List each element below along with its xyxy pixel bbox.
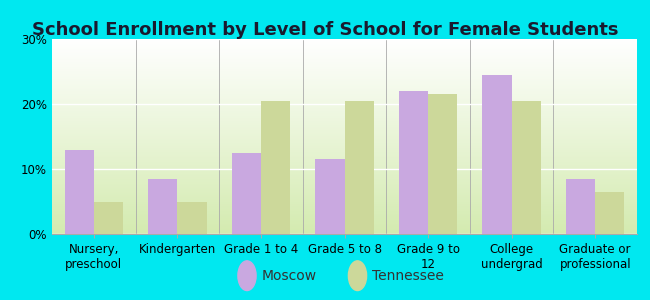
Bar [148,179,177,234]
Bar [399,91,428,234]
Bar [177,202,207,234]
Bar [595,192,625,234]
Bar [344,101,374,234]
Text: School Enrollment by Level of School for Female Students: School Enrollment by Level of School for… [32,21,618,39]
Bar [482,75,512,234]
Bar [315,159,344,234]
Bar [261,101,290,234]
Text: Tennessee: Tennessee [372,269,444,283]
Ellipse shape [348,261,367,290]
Bar [94,202,123,234]
Bar [428,94,458,234]
Bar [566,179,595,234]
Bar [231,153,261,234]
Ellipse shape [238,261,256,290]
Bar [512,101,541,234]
Text: Moscow: Moscow [261,269,317,283]
Bar [64,149,94,234]
